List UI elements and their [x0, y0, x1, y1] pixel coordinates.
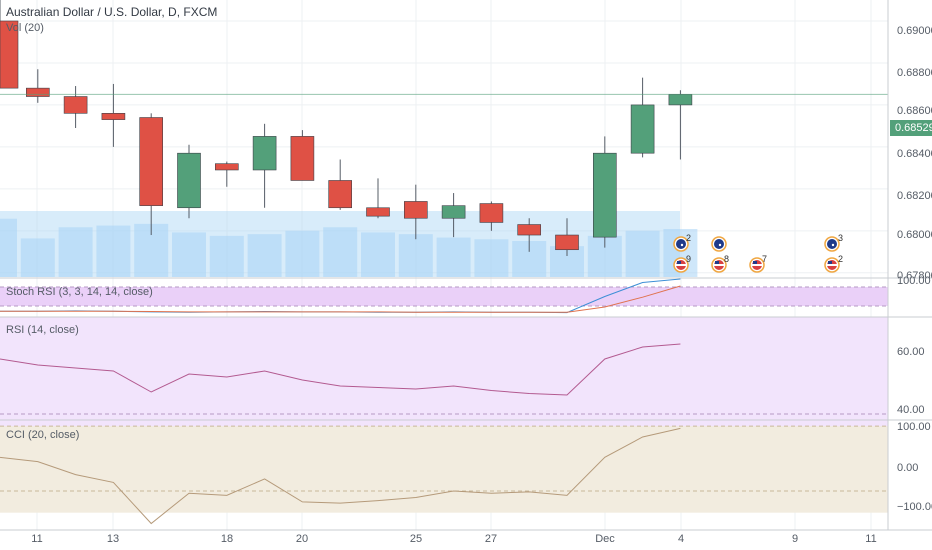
time-axis-label: 13 [106, 533, 120, 545]
stoch-band [0, 287, 888, 306]
time-axis-label: Dec [595, 533, 615, 545]
candle-body [290, 136, 315, 181]
rsi-line [0, 343, 681, 396]
candle-body [101, 113, 126, 120]
cci-tick-label: 0.00 [897, 462, 919, 474]
candle-body [252, 136, 277, 171]
candle-body [366, 207, 390, 217]
candle-body [592, 152, 617, 238]
candle-body [441, 205, 466, 219]
candle-body [555, 234, 579, 251]
candle-body [63, 96, 88, 114]
usa-flag-stripe [676, 264, 686, 266]
candle-body [215, 163, 239, 171]
stoch-rsi-label: Stoch RSI (3, 3, 14, 14, close) [6, 286, 153, 298]
candle-body [0, 20, 19, 89]
australia-flag-field [676, 239, 686, 249]
australia-flag-field [827, 239, 837, 249]
event-count: 9 [686, 254, 692, 264]
volume-bar [0, 218, 17, 277]
volume-bar [96, 225, 131, 277]
time-axis-label: 4 [677, 533, 685, 545]
time-axis-label: 20 [295, 533, 309, 545]
candle-body [25, 87, 50, 97]
volume-bar [58, 227, 93, 277]
cci-tick-label: 100.00 [897, 421, 931, 433]
time-axis-label: 9 [791, 533, 799, 545]
volume-bar [625, 230, 660, 277]
candle-body [479, 203, 504, 223]
candle-body [668, 94, 693, 106]
time-axis-label: 11 [31, 533, 43, 545]
volume-bar [247, 234, 282, 277]
australia-flag-star [680, 243, 684, 247]
rsi-band [0, 317, 888, 437]
cci-line [0, 427, 681, 525]
australia-flag-field [714, 239, 724, 249]
time-axis-label: 18 [220, 533, 234, 545]
event-count: 2 [838, 254, 844, 264]
volume-bar [20, 238, 55, 277]
rsi-tick-label: 40.00 [897, 404, 925, 416]
rsi-tick-label: 60.00 [897, 346, 925, 358]
time-axis-label: 11 [865, 533, 877, 545]
stoch-tick-label: 100.00 [897, 275, 931, 287]
usa-flag-canton [753, 261, 757, 264]
volume-bar [285, 230, 320, 277]
volume-bar [323, 227, 358, 277]
usa-flag-stripe [714, 264, 724, 266]
cci-label: CCI (20, close) [6, 429, 80, 441]
usa-flag-stripe [752, 264, 762, 266]
chart-title: Australian Dollar / U.S. Dollar, D, FXCM [6, 5, 218, 19]
event-count: 2 [686, 233, 692, 243]
usa-flag-canton [828, 261, 832, 264]
volume-bar [209, 235, 244, 277]
cci-tick-label: −100.00 [897, 501, 932, 513]
volume-label: Vol (20) [6, 22, 44, 34]
event-count: 3 [838, 233, 844, 243]
rsi-label: RSI (14, close) [6, 324, 79, 336]
usa-flag-canton [677, 261, 681, 264]
volume-bar [398, 234, 433, 277]
cci-band [0, 426, 888, 513]
candle-body [517, 224, 542, 236]
australia-flag-star [718, 243, 722, 247]
current-price-tag: 0.68529 [890, 120, 932, 136]
volume-bar [172, 232, 206, 277]
time-axis-label: 25 [409, 533, 423, 545]
volume-bar [361, 232, 395, 277]
time-axis-label: 27 [484, 533, 498, 545]
candle-body [403, 201, 428, 219]
volume-bar [436, 237, 471, 277]
candle-body [328, 180, 353, 209]
event-count: 8 [724, 254, 730, 264]
candle-body [630, 104, 655, 154]
candle-body [177, 152, 201, 209]
volume-bar [474, 239, 509, 277]
stoch-d-line [0, 285, 681, 313]
event-count: 7 [762, 254, 768, 264]
usa-flag-canton [715, 261, 719, 264]
usa-flag-stripe [827, 264, 837, 266]
australia-flag-star [831, 243, 835, 247]
candle-body [139, 117, 163, 206]
